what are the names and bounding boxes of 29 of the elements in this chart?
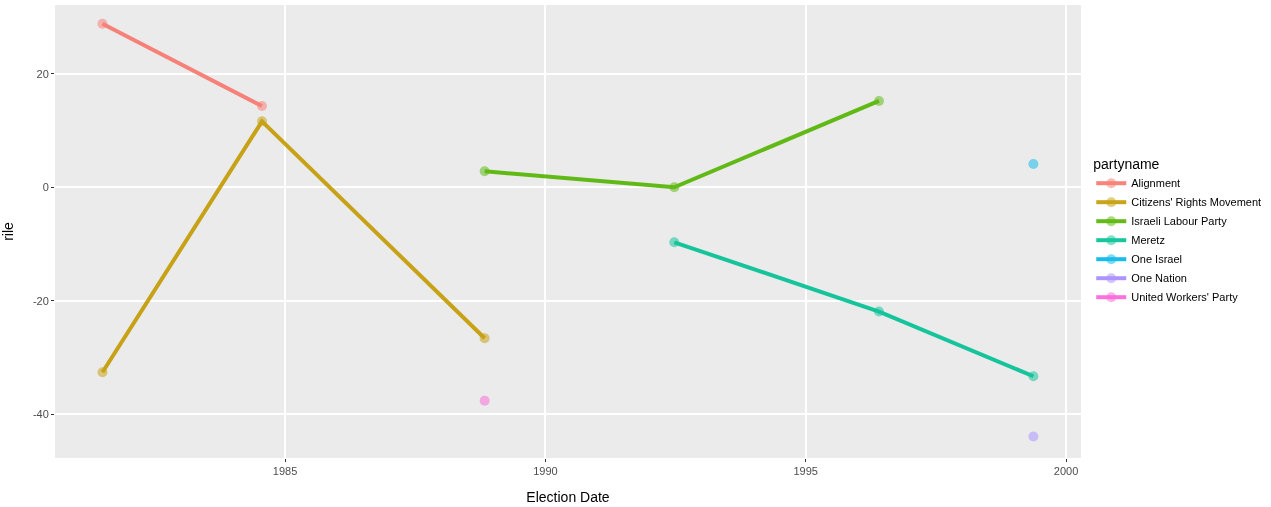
x-tick-label: 1990 (533, 465, 558, 478)
y-tick-label: -40 (32, 408, 49, 421)
point (257, 116, 267, 127)
legend-label: Israeli Labour Party (1131, 215, 1228, 228)
y-axis-title: rile (0, 221, 17, 241)
point (873, 95, 884, 106)
y-tick-label: -20 (32, 294, 49, 307)
legend-label: Meretz (1131, 234, 1165, 247)
legend-title: partyname (1093, 155, 1160, 172)
point (1028, 371, 1039, 382)
y-tick-label: 20 (36, 67, 49, 80)
legend-label: Citizens' Rights Movement (1131, 196, 1262, 209)
legend-label: Alignment (1131, 177, 1181, 190)
x-axis-title: Election Date (526, 488, 610, 505)
point (97, 367, 108, 378)
point (669, 237, 680, 248)
point (669, 182, 680, 193)
x-tick-label: 2000 (1053, 465, 1079, 478)
point (479, 166, 490, 177)
y-tick-label: 0 (42, 181, 49, 194)
legend-label: One Nation (1131, 272, 1187, 285)
point (257, 101, 267, 112)
legend-label: United Workers' Party (1131, 291, 1239, 304)
legend-label: One Israel (1131, 253, 1183, 266)
point (873, 306, 884, 317)
point (97, 18, 108, 29)
x-tick-label: 1985 (272, 465, 298, 478)
point (479, 333, 490, 344)
x-tick-label: 1995 (793, 465, 818, 478)
